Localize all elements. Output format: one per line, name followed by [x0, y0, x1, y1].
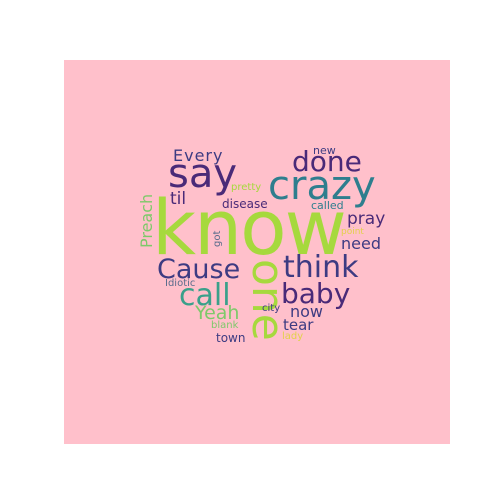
word-say: say	[168, 151, 238, 197]
word-think: think	[283, 250, 359, 285]
word-til: til	[170, 189, 187, 209]
wordcloud-panel	[64, 60, 450, 444]
word-point: point	[341, 227, 364, 237]
word-need: need	[341, 234, 381, 253]
word-preach: Preach	[137, 193, 156, 248]
word-done: done	[292, 145, 362, 178]
word-now: now	[290, 302, 324, 321]
word-idiotic: Idiotic	[165, 278, 196, 289]
word-baby: baby	[281, 277, 351, 310]
word-every: Every	[173, 146, 224, 165]
word-disease: disease	[222, 197, 268, 211]
word-lady: lady	[282, 331, 304, 342]
word-town: town	[216, 331, 246, 345]
word-cause: Cause	[157, 254, 241, 285]
word-blank: blank	[211, 320, 239, 331]
word-called: called	[311, 199, 344, 212]
word-pray: pray	[347, 209, 386, 229]
word-got: got	[212, 230, 223, 247]
word-call: call	[179, 278, 231, 313]
word-crazy: crazy	[268, 163, 376, 209]
word-pretty: pretty	[231, 182, 262, 193]
word-new: new	[313, 144, 336, 157]
word-yeah: Yeah	[195, 302, 240, 324]
word-city: city	[262, 303, 281, 314]
word-tear: tear	[283, 316, 314, 334]
word-know: know	[152, 183, 347, 272]
